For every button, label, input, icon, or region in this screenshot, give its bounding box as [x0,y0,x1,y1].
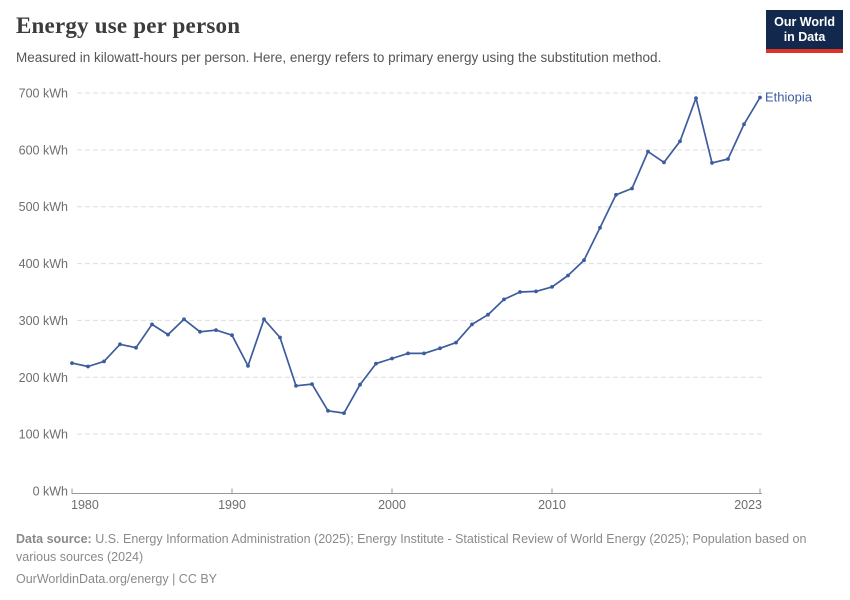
y-axis-tick-label: 500 kWh [19,200,68,214]
page-title: Energy use per person [16,13,241,38]
data-point [566,273,570,278]
data-point [438,346,442,351]
data-point [502,297,506,302]
data-point [294,383,298,388]
data-point [646,149,650,154]
data-point [630,186,634,191]
chart-subtitle: Measured in kilowatt-hours per person. H… [16,50,662,65]
data-point [678,139,682,144]
y-axis-tick-label: 100 kWh [19,428,68,442]
data-source-text: U.S. Energy Information Administration (… [16,532,807,564]
data-point [598,225,602,230]
data-point [182,317,186,322]
data-point [342,411,346,415]
owid-logo-line1: Our World [774,15,835,29]
data-point [230,333,234,338]
data-point [486,312,490,317]
data-point [518,290,522,294]
data-point [214,328,218,332]
data-point [470,322,474,327]
y-axis-tick-label: 400 kWh [19,257,68,271]
data-point [246,364,250,368]
data-line-ethiopia [71,96,761,414]
data-point [166,332,170,337]
y-axis-tick-label: 700 kWh [19,87,68,101]
data-point [118,342,122,347]
data-point [710,161,714,165]
chart-footer: Data source: U.S. Energy Information Adm… [16,531,830,589]
x-axis-tick-label: 1990 [218,498,246,512]
data-point [758,95,762,100]
y-axis-tick-label: 300 kWh [19,314,68,328]
data-point [150,322,154,327]
data-point [86,364,90,369]
data-point [262,317,266,322]
data-point [198,329,202,334]
data-point [70,361,74,365]
data-point [550,285,554,289]
owid-logo-line2: in Data [783,30,826,44]
data-point [582,258,586,263]
data-point [102,359,106,364]
data-point [454,340,458,345]
data-point [326,408,330,413]
y-axis-tick-label: 200 kWh [19,371,68,385]
license-line: OurWorldinData.org/energy | CC BY [16,572,218,586]
data-point [662,160,666,165]
data-point [390,356,394,361]
data-point [310,382,314,386]
data-point [614,192,618,197]
owid-logo: Our World in Data [766,10,843,53]
data-source: Data source: U.S. Energy Information Adm… [16,531,830,566]
x-axis-tick-label: 2010 [538,498,566,512]
x-axis-tick-label: 1980 [71,498,99,512]
y-axis-tick-label: 0 kWh [33,485,68,499]
series-label: Ethiopia [765,90,813,105]
data-point [134,345,138,350]
data-point [406,351,410,356]
x-axis-tick-label: 2023 [734,498,762,512]
data-point [422,351,426,356]
data-point [726,157,730,161]
data-point [278,335,282,340]
data-point [742,122,746,127]
data-point [694,96,698,100]
data-point [374,361,378,366]
data-point [358,382,362,387]
data-point [534,289,538,294]
y-axis-tick-label: 600 kWh [19,143,68,157]
x-axis-tick-label: 2000 [378,498,406,512]
data-source-label: Data source: [16,532,92,546]
